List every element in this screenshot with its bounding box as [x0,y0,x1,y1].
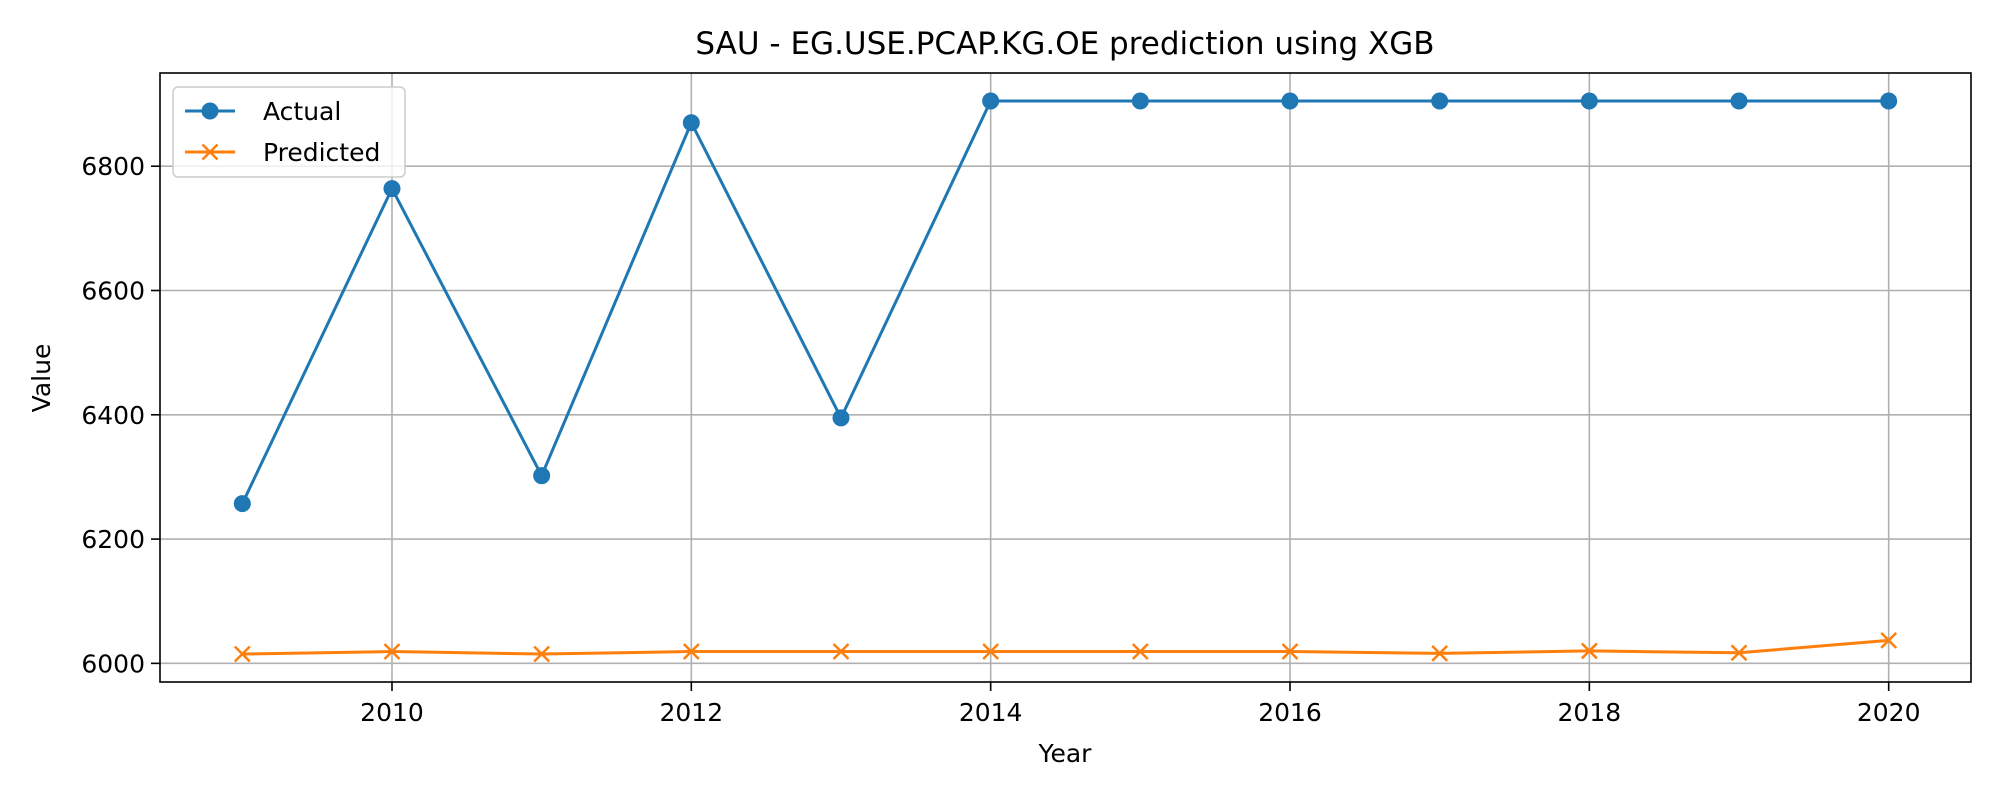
x-axis-ticks: 2010 2012 2014 2016 2018 2020 [360,682,1920,727]
data-point-actual [1880,92,1898,110]
data-point-actual [1281,92,1299,110]
data-point-predicted [1431,645,1449,662]
marker-stroke [1730,644,1748,662]
y-tick-label: 6800 [81,152,145,181]
data-point-predicted [1580,642,1598,660]
data-point-actual [383,180,401,198]
x-tick-label: 2012 [660,698,724,727]
y-tick-label: 6400 [81,401,145,430]
data-point-predicted [233,645,251,663]
legend-item-predicted: Predicted [185,138,380,167]
marker-stroke [1880,631,1898,649]
marker-stroke [233,645,251,663]
data-point-predicted [1131,643,1149,660]
marker-stroke [1431,645,1449,662]
legend-marker-actual [201,102,219,120]
x-tick-label: 2018 [1558,698,1622,727]
data-point-predicted [383,643,401,660]
data-point-predicted [1281,643,1299,660]
marker-stroke [533,645,551,663]
data-point-predicted [682,643,700,660]
x-axis-label: Year [1038,739,1093,768]
legend-label-actual: Actual [263,97,341,126]
y-tick-label: 6600 [81,277,145,306]
series-predicted [233,631,1898,663]
x-tick-label: 2014 [959,698,1023,727]
chart-title: SAU - EG.USE.PCAP.KG.OE prediction using… [695,26,1434,62]
data-point-predicted [832,643,850,660]
marker-stroke [201,143,219,161]
marker-stroke [682,643,700,660]
data-point-actual [1730,92,1748,110]
data-point-actual [1431,92,1449,110]
data-point-actual [1131,92,1149,110]
data-point-actual [982,92,1000,110]
data-point-predicted [1730,644,1748,662]
x-tick-label: 2020 [1857,698,1921,727]
data-point-predicted [982,643,1000,660]
data-point-actual [682,114,700,132]
grid-lines [160,73,1971,682]
marker-stroke [1281,643,1299,660]
y-tick-label: 6200 [81,525,145,554]
y-axis-label: Value [27,344,56,413]
marker-stroke [982,643,1000,660]
series-actual [233,92,1898,513]
legend-marker-predicted [201,143,219,161]
legend: Actual Predicted [172,86,406,178]
series-line-predicted [240,638,1891,656]
legend-label-predicted: Predicted [263,138,380,167]
legend-item-actual: Actual [185,97,341,126]
x-tick-label: 2010 [360,698,424,727]
data-point-actual [233,495,251,513]
legend-items: Actual Predicted [185,97,380,167]
y-tick-label: 6000 [81,649,145,678]
data-point-actual [1580,92,1598,110]
marker-stroke [1131,643,1149,660]
series-layer [233,92,1898,663]
series-line-actual [240,99,1891,506]
data-point-predicted [1880,631,1898,649]
data-point-predicted [533,645,551,663]
marker-stroke [383,643,401,660]
x-tick-label: 2016 [1258,698,1322,727]
data-point-actual [533,467,551,485]
plot-area-frame [159,72,1972,683]
marker-stroke [1580,642,1598,660]
data-point-actual [832,409,850,427]
y-axis-ticks: 6000 6200 6400 6600 6800 [81,152,160,678]
marker-stroke [832,643,850,660]
